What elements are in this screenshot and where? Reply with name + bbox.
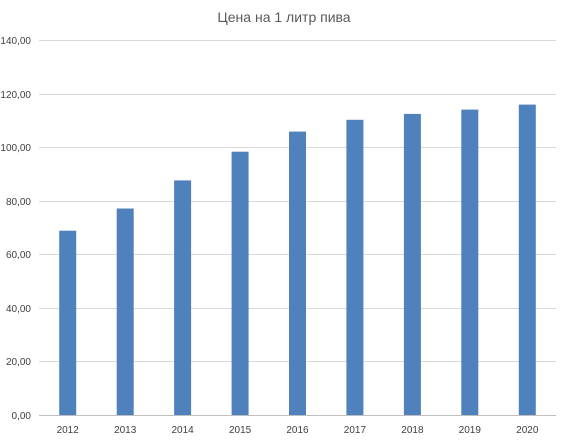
- x-axis-labels: 2012 2013 2014 2015 2016 2017 2018 2019 2020: [57, 425, 539, 436]
- x-tick-label: 2014: [171, 425, 194, 436]
- y-tick-label: 140,00: [0, 36, 31, 47]
- bar: [231, 151, 249, 415]
- x-tick-label: 2019: [459, 425, 482, 436]
- x-tick-label: 2016: [286, 425, 309, 436]
- x-tick-label: 2012: [57, 425, 80, 436]
- x-tick-label: 2013: [114, 425, 137, 436]
- y-axis-labels: 0,00 20,00 40,00 60,00 80,00 100,00 120,00 140,…: [0, 36, 31, 422]
- bar: [289, 131, 306, 415]
- x-tick-label: 2015: [229, 425, 252, 436]
- bars: [59, 104, 536, 416]
- bar: [518, 104, 536, 415]
- bar: [116, 208, 134, 415]
- bar: [59, 230, 77, 415]
- y-tick-label: 40,00: [6, 304, 31, 315]
- bar: [174, 180, 192, 415]
- chart-title: Цена на 1 литр пива: [217, 9, 350, 25]
- y-tick-label: 120,00: [0, 90, 31, 101]
- y-tick-label: 100,00: [0, 143, 31, 154]
- x-tick-label: 2018: [401, 425, 424, 436]
- y-tick-label: 20,00: [6, 357, 31, 368]
- bar: [346, 119, 364, 416]
- bar: [403, 113, 421, 416]
- y-tick-label: 0,00: [12, 411, 32, 422]
- y-tick-label: 60,00: [6, 250, 31, 261]
- x-tick-label: 2017: [344, 425, 367, 436]
- bar: [461, 109, 479, 415]
- x-tick-label: 2020: [516, 425, 539, 436]
- y-tick-label: 80,00: [6, 197, 31, 208]
